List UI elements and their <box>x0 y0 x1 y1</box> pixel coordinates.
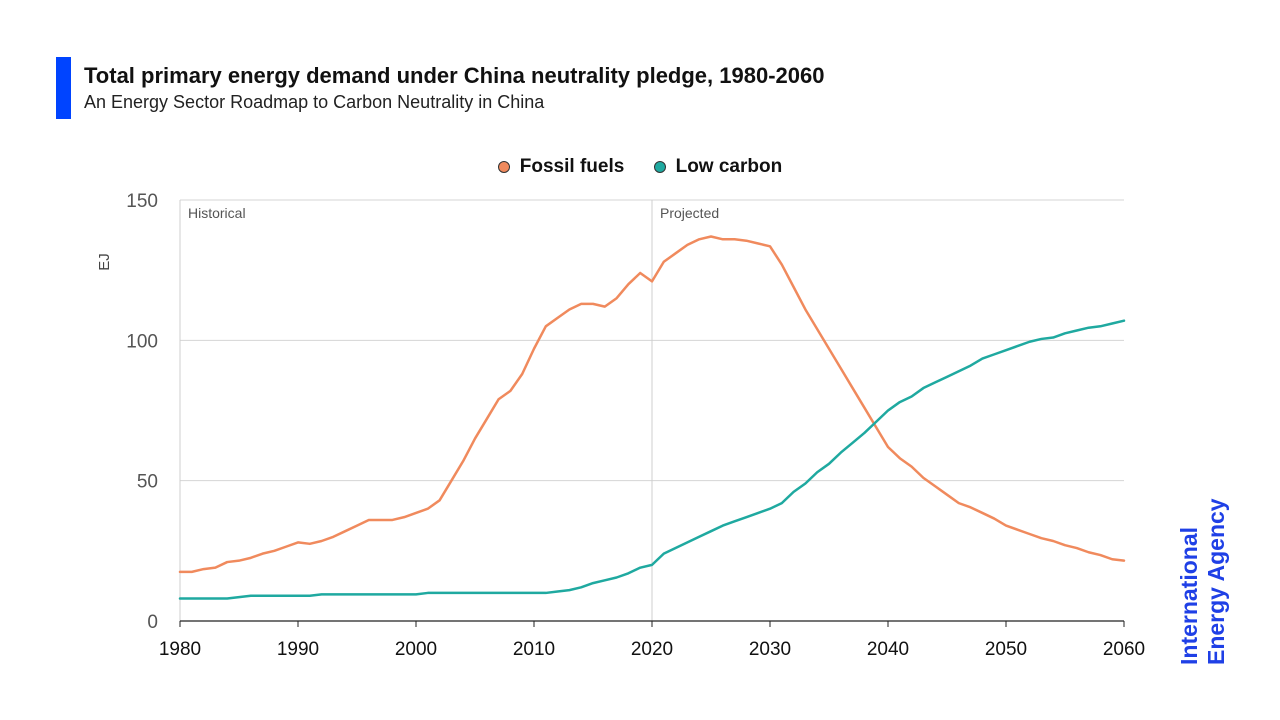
chart-legend: Fossil fuels Low carbon <box>0 156 1280 179</box>
chart-subtitle: An Energy Sector Roadmap to Carbon Neutr… <box>84 92 545 112</box>
series-line-fossil-fuels <box>178 235 1126 574</box>
logo-line-2: Energy Agency <box>1203 498 1229 665</box>
series-lines <box>178 235 1126 600</box>
x-tick-label-2020: 2020 <box>631 639 673 660</box>
axis-labels: 0 50 100 150 Historical Projected 1980 1990 2000… <box>96 191 1145 660</box>
low-carbon-legend-marker <box>653 161 666 173</box>
legend-item-low-carbon: Low carbon <box>653 156 783 178</box>
series-line-low-carbon <box>178 319 1126 600</box>
x-tick-label-2010: 2010 <box>513 639 555 660</box>
legend-item-fossil-fuels: Fossil fuels <box>497 156 625 178</box>
y-tick-label-0: 0 <box>147 612 158 633</box>
x-tick-label-2050: 2050 <box>985 639 1027 660</box>
x-tick-label-1980: 1980 <box>159 639 201 660</box>
gridlines <box>179 199 1125 627</box>
y-axis-label: EJ <box>96 253 113 271</box>
annotation-projected: Projected <box>660 205 719 221</box>
logo-line-1: International <box>1176 526 1202 665</box>
x-tick-label-2060: 2060 <box>1103 639 1145 660</box>
y-tick-label-150: 150 <box>126 191 158 212</box>
iea-logo: International Energy Agency <box>1176 498 1230 665</box>
legend-label-low-carbon: Low carbon <box>675 156 783 177</box>
x-tick-label-1990: 1990 <box>277 639 319 660</box>
x-tick-label-2040: 2040 <box>867 639 909 660</box>
legend-label-fossil-fuels: Fossil fuels <box>519 156 625 177</box>
y-tick-label-50: 50 <box>137 472 158 493</box>
x-tick-label-2000: 2000 <box>395 639 437 660</box>
y-tick-label-100: 100 <box>126 331 158 352</box>
chart-title: Total primary energy demand under China … <box>84 63 825 88</box>
annotation-historical: Historical <box>188 205 246 221</box>
title-accent-bar <box>56 57 71 119</box>
fossil-fuels-legend-marker <box>497 161 510 173</box>
x-tick-label-2030: 2030 <box>749 639 791 660</box>
